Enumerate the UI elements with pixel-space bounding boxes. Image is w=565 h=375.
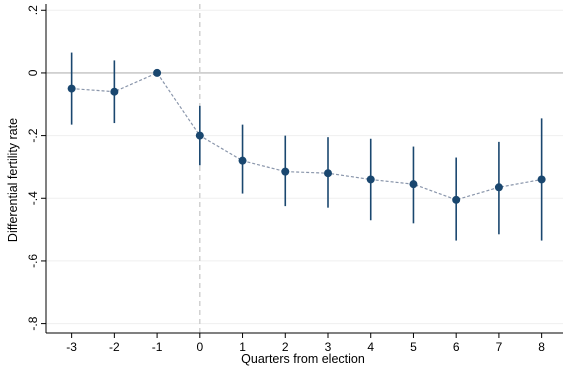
x-tick-label: 3 (325, 340, 332, 354)
x-tick-label: 8 (538, 340, 545, 354)
point-estimate (452, 195, 461, 204)
x-tick-label: 5 (410, 340, 417, 354)
point-estimates (67, 68, 546, 204)
x-tick-label: 6 (453, 340, 460, 354)
point-estimate (281, 167, 290, 176)
point-estimate (238, 156, 247, 165)
confidence-intervals (70, 52, 543, 241)
point-estimate (537, 175, 546, 184)
point-estimate (324, 169, 332, 178)
reference-lines (46, 4, 563, 333)
axes: .2 0 -.2 -.4 -.6 -.8 -3 -2 -1 0 1 2 3 4 5 6 7 8 (26, 4, 563, 354)
point-estimate (195, 131, 204, 140)
x-tick-label: 0 (196, 340, 203, 354)
x-tick-label: 2 (282, 340, 289, 354)
x-tick-label: -3 (66, 340, 77, 354)
point-estimate (409, 180, 418, 189)
point-estimate (494, 183, 503, 192)
x-tick-label: -1 (152, 340, 163, 354)
x-tick-label: 4 (367, 340, 374, 354)
x-tick-label: -2 (109, 340, 120, 354)
y-tick-label: -.4 (26, 191, 40, 205)
point-estimate (366, 175, 375, 184)
y-tick-label: -.6 (26, 254, 40, 268)
y-tick-label: 0 (26, 69, 40, 76)
point-estimate (153, 68, 162, 77)
connector-line (71, 72, 542, 201)
dashed-connector (71, 72, 542, 201)
x-tick-label: 7 (496, 340, 503, 354)
gridlines (46, 9, 563, 325)
x-tick-label: 1 (239, 340, 246, 354)
y-tick-label: .2 (26, 5, 40, 15)
y-tick-label: -.2 (26, 128, 40, 142)
y-tick-label: -.8 (26, 316, 40, 330)
y-axis-label: Differential fertility rate (6, 118, 20, 242)
point-estimate (67, 84, 76, 93)
x-axis-label: Quarters from election (241, 352, 365, 366)
point-estimate (110, 87, 119, 96)
